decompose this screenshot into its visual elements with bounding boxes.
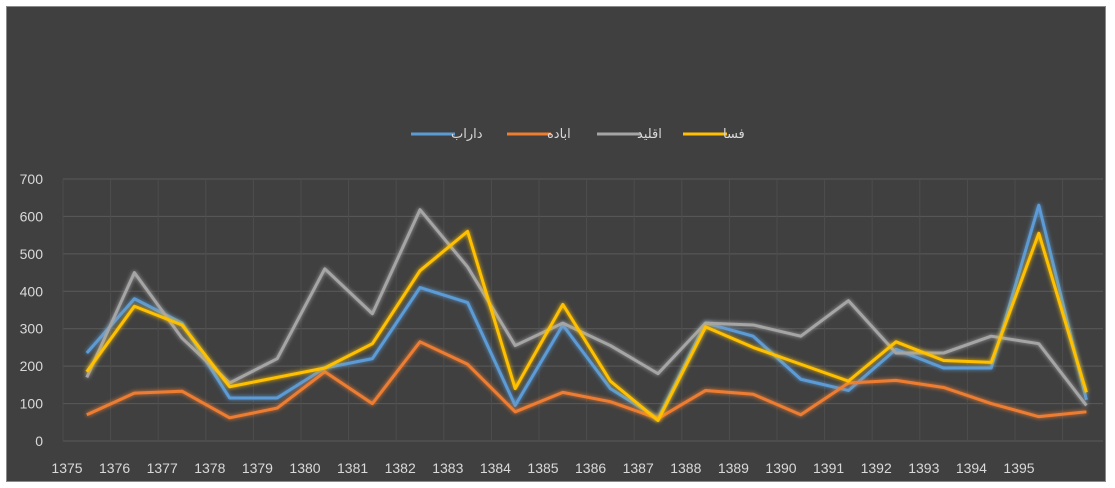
y-tick-label: 600 <box>20 208 44 224</box>
legend: داراب اباده اقلید فسا <box>411 127 745 142</box>
series-line-4 <box>85 229 1088 422</box>
y-tick-label: 700 <box>20 171 44 187</box>
x-tick-label: 1375 <box>51 460 82 476</box>
x-tick-label: 1393 <box>908 460 939 476</box>
x-tick-label: 1394 <box>956 460 987 476</box>
y-tick-label: 400 <box>20 283 44 299</box>
legend-label: داراب <box>451 127 483 142</box>
x-tick-label: 1391 <box>813 460 844 476</box>
x-tick-label: 1386 <box>575 460 606 476</box>
x-tick-label: 1392 <box>861 460 892 476</box>
y-tick-label: 100 <box>20 396 44 412</box>
x-tick-label: 1376 <box>99 460 130 476</box>
y-tick-label: 300 <box>20 321 44 337</box>
x-tick-label: 1381 <box>337 460 368 476</box>
x-tick-label: 1390 <box>765 460 796 476</box>
x-tick-label: 1382 <box>385 460 416 476</box>
gridlines <box>62 178 1103 442</box>
y-tick-label: 500 <box>20 246 44 262</box>
x-tick-label: 1387 <box>623 460 654 476</box>
legend-label: اباده <box>547 127 571 142</box>
y-tick-label: 200 <box>20 358 44 374</box>
series-line-3 <box>85 208 1088 407</box>
x-tick-label: 1383 <box>432 460 463 476</box>
chart-area: 0 100 200 300 400 500 600 700 1375 1376 1377 1378 1… <box>6 6 1106 482</box>
x-axis: 1375 1376 1377 1378 1379 1380 1381 1382 1383 1384… <box>51 460 1034 476</box>
x-tick-label: 1385 <box>527 460 558 476</box>
x-tick-label: 1388 <box>670 460 701 476</box>
series-line-2 <box>86 340 1087 421</box>
series-line-1 <box>85 203 1088 421</box>
x-tick-label: 1377 <box>147 460 178 476</box>
legend-label: اقلید <box>637 127 662 142</box>
x-tick-label: 1378 <box>194 460 225 476</box>
x-tick-label: 1380 <box>289 460 320 476</box>
x-tick-label: 1384 <box>480 460 511 476</box>
x-tick-label: 1379 <box>242 460 273 476</box>
legend-label: فسا <box>723 127 745 142</box>
x-tick-label: 1389 <box>718 460 749 476</box>
y-axis: 0 100 200 300 400 500 600 700 <box>20 171 44 449</box>
x-tick-label: 1395 <box>1003 460 1034 476</box>
series-lines <box>85 203 1088 422</box>
y-tick-label: 0 <box>35 433 43 449</box>
